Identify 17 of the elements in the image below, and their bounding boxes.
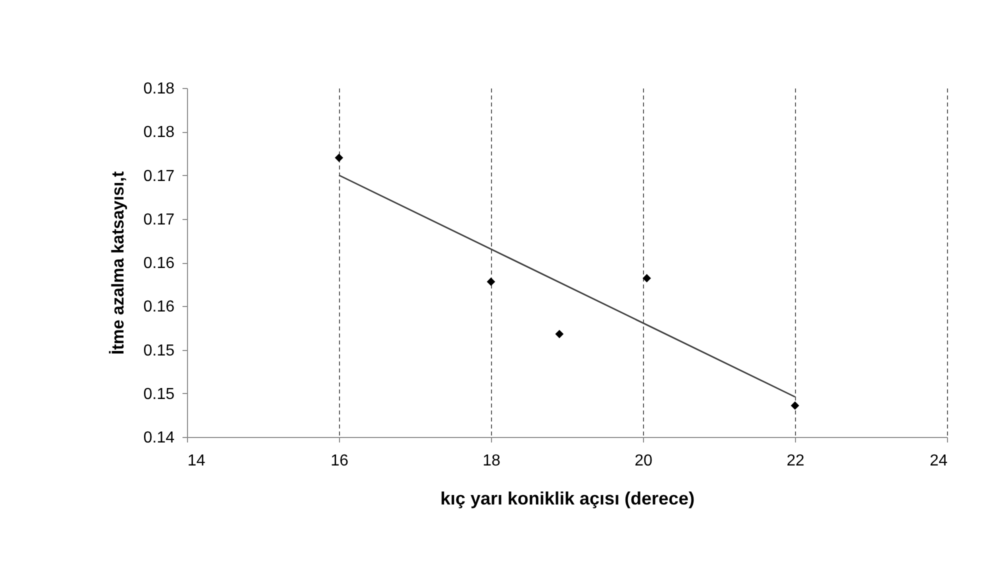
x-tick-label: 22 (786, 452, 804, 470)
y-tick-label: 0.15 (143, 386, 175, 403)
x-tick-label: 20 (634, 452, 652, 470)
y-tick-label: 0.18 (143, 124, 175, 142)
y-tick-label: 0.17 (143, 168, 175, 185)
x-tick-label: 24 (930, 452, 948, 470)
y-tick-label: 0.18 (143, 80, 175, 98)
y-tick-label: 0.16 (143, 255, 175, 272)
y-tick-label: 0.17 (143, 211, 175, 228)
y-tick-label: 0.14 (143, 430, 175, 446)
x-tick-label: 14 (188, 452, 206, 470)
y-tick-label: 0.15 (143, 342, 175, 360)
x-tick-label: 16 (330, 452, 348, 470)
y-axis-title: İtme azalma katsayısı,t (108, 171, 128, 355)
y-tick-label: 0.16 (143, 298, 175, 316)
x-tick-label: 18 (482, 452, 500, 470)
x-axis-title: kıç yarı koniklik açısı (derece) (440, 488, 695, 508)
